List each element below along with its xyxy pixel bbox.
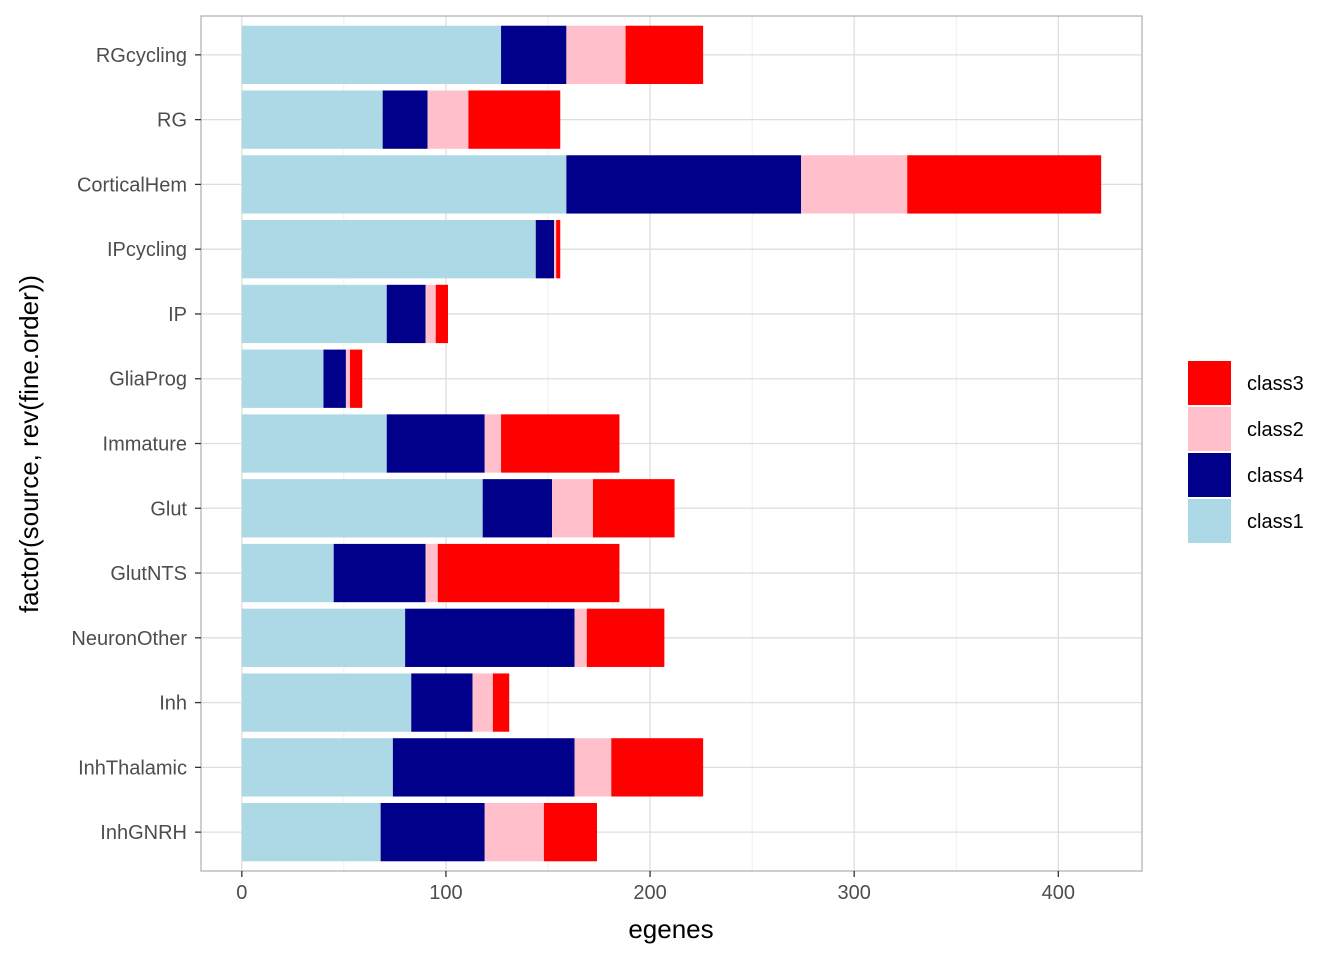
bar-Inh-class3 bbox=[492, 673, 510, 732]
bar-CorticalHem-class2 bbox=[801, 155, 908, 214]
bar-RGcycling-class2 bbox=[566, 25, 626, 85]
bar-Glut-class1 bbox=[241, 479, 483, 538]
bar-InhThalamic-class3 bbox=[611, 738, 704, 797]
bar-Inh-class4 bbox=[411, 673, 473, 732]
y-tick-label: Inh bbox=[159, 693, 187, 715]
bar-InhGNRH-class4 bbox=[380, 802, 485, 862]
legend-key-class1 bbox=[1188, 499, 1231, 543]
legend-key-class2 bbox=[1188, 407, 1231, 451]
y-tick-label: InhGNRH bbox=[100, 822, 187, 844]
bar-Glut-class4 bbox=[482, 479, 553, 538]
bar-GlutNTS-class1 bbox=[241, 543, 334, 603]
bar-NeuronOther-class3 bbox=[586, 608, 665, 667]
x-axis-title: egenes bbox=[628, 914, 713, 944]
legend-label-class3: class3 bbox=[1247, 373, 1304, 395]
bar-Glut-class3 bbox=[592, 479, 675, 538]
bar-Immature-class2 bbox=[484, 414, 502, 473]
bar-GliaProg-class2 bbox=[345, 349, 351, 408]
bar-CorticalHem-class3 bbox=[907, 155, 1102, 214]
bar-RG-class3 bbox=[468, 90, 561, 149]
bar-GlutNTS-class3 bbox=[437, 543, 620, 603]
y-tick-label: IPcycling bbox=[107, 239, 187, 261]
bar-IP-class4 bbox=[386, 284, 426, 344]
y-tick-label: CorticalHem bbox=[77, 174, 187, 196]
y-tick-label: Glut bbox=[150, 498, 187, 520]
bar-GliaProg-class4 bbox=[323, 349, 346, 408]
bar-InhThalamic-class1 bbox=[241, 738, 393, 797]
y-axis-title: factor(source, rev(fine.order)) bbox=[14, 275, 44, 613]
legend-key-class4 bbox=[1188, 453, 1231, 497]
bar-InhGNRH-class1 bbox=[241, 802, 381, 862]
x-tick-label: 400 bbox=[1042, 882, 1075, 904]
legend-label-class2: class2 bbox=[1247, 419, 1304, 441]
bar-Immature-class1 bbox=[241, 414, 387, 473]
bars bbox=[241, 25, 1102, 862]
x-tick-label: 100 bbox=[429, 882, 462, 904]
bar-IPcycling-class3 bbox=[556, 220, 561, 279]
y-tick-label: IP bbox=[168, 304, 187, 326]
x-tick-label: 0 bbox=[236, 882, 247, 904]
bar-IP-class3 bbox=[435, 284, 448, 344]
y-tick-label: InhThalamic bbox=[78, 757, 187, 779]
bar-GliaProg-class3 bbox=[350, 349, 363, 408]
y-tick-label: GlutNTS bbox=[110, 563, 187, 585]
bar-Inh-class1 bbox=[241, 673, 412, 732]
bar-IPcycling-class1 bbox=[241, 220, 536, 279]
bar-Inh-class2 bbox=[472, 673, 493, 732]
bar-Glut-class2 bbox=[552, 479, 593, 538]
bar-RG-class4 bbox=[382, 90, 428, 149]
bar-RGcycling-class1 bbox=[241, 25, 502, 85]
bar-NeuronOther-class2 bbox=[574, 608, 587, 667]
bar-Immature-class3 bbox=[501, 414, 620, 473]
y-tick-label: RG bbox=[157, 110, 187, 132]
bar-InhThalamic-class4 bbox=[392, 738, 575, 797]
bar-InhGNRH-class2 bbox=[484, 802, 544, 862]
bar-IPcycling-class4 bbox=[535, 220, 555, 279]
bar-IP-class1 bbox=[241, 284, 387, 344]
bar-RGcycling-class3 bbox=[625, 25, 704, 85]
legend: class3 class2 class4 class1 bbox=[1188, 361, 1304, 543]
bar-RG-class1 bbox=[241, 90, 383, 149]
bar-GliaProg-class1 bbox=[241, 349, 324, 408]
y-tick-label: RGcycling bbox=[96, 45, 187, 67]
bar-NeuronOther-class1 bbox=[241, 608, 406, 667]
bar-GlutNTS-class4 bbox=[333, 543, 426, 603]
bar-GlutNTS-class2 bbox=[425, 543, 438, 603]
bar-InhGNRH-class3 bbox=[543, 802, 597, 862]
bar-IP-class2 bbox=[425, 284, 436, 344]
bar-RGcycling-class4 bbox=[501, 25, 567, 85]
x-tick-label: 300 bbox=[838, 882, 871, 904]
x-tick-label: 200 bbox=[633, 882, 666, 904]
bar-NeuronOther-class4 bbox=[405, 608, 575, 667]
bar-InhThalamic-class2 bbox=[574, 738, 612, 797]
y-tick-label: GliaProg bbox=[109, 369, 187, 391]
bar-IPcycling-class2 bbox=[554, 220, 557, 279]
legend-key-class3 bbox=[1188, 361, 1231, 405]
bar-CorticalHem-class1 bbox=[241, 155, 567, 214]
bar-CorticalHem-class4 bbox=[566, 155, 802, 214]
axes: 0 100 200 300 400 RGcycling RG CorticalHem IPcyc… bbox=[71, 45, 1075, 904]
legend-label-class4: class4 bbox=[1247, 465, 1304, 487]
bar-Immature-class4 bbox=[386, 414, 485, 473]
bar-RG-class2 bbox=[427, 90, 469, 149]
y-tick-label: Immature bbox=[103, 434, 187, 456]
legend-label-class1: class1 bbox=[1247, 511, 1304, 533]
y-tick-label: NeuronOther bbox=[71, 628, 187, 650]
